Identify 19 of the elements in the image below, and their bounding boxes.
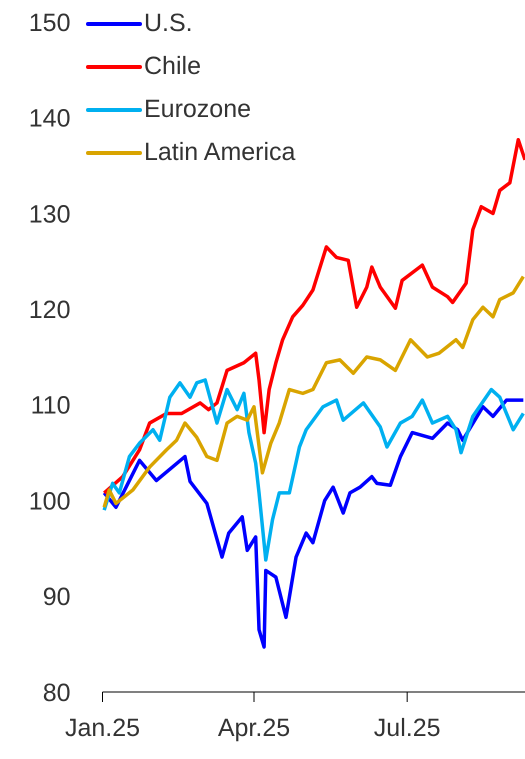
line-series <box>102 378 525 562</box>
y-tick-label: 100 <box>28 487 70 516</box>
legend-label: Eurozone <box>144 94 252 125</box>
y-tick-label: 140 <box>28 104 70 133</box>
y-tick-label: 110 <box>30 392 70 420</box>
y-tick-label: 120 <box>28 296 70 324</box>
line-series <box>102 274 525 510</box>
x-tick-label: Jan.25 <box>64 714 140 742</box>
y-tick-label: 130 <box>28 200 70 228</box>
line-series <box>102 398 525 649</box>
legend-label: U.S. <box>144 8 193 39</box>
legend-label: Latin America <box>144 137 296 168</box>
line-series <box>102 138 525 495</box>
x-tick-label: Apr.25 <box>218 714 290 742</box>
y-tick-label: 90 <box>42 583 70 612</box>
y-tick-label: 150 <box>28 8 70 37</box>
legend-label: Chile <box>144 51 201 82</box>
x-tick-label: Jul.25 <box>374 714 441 742</box>
y-tick-label: 80 <box>42 678 70 707</box>
